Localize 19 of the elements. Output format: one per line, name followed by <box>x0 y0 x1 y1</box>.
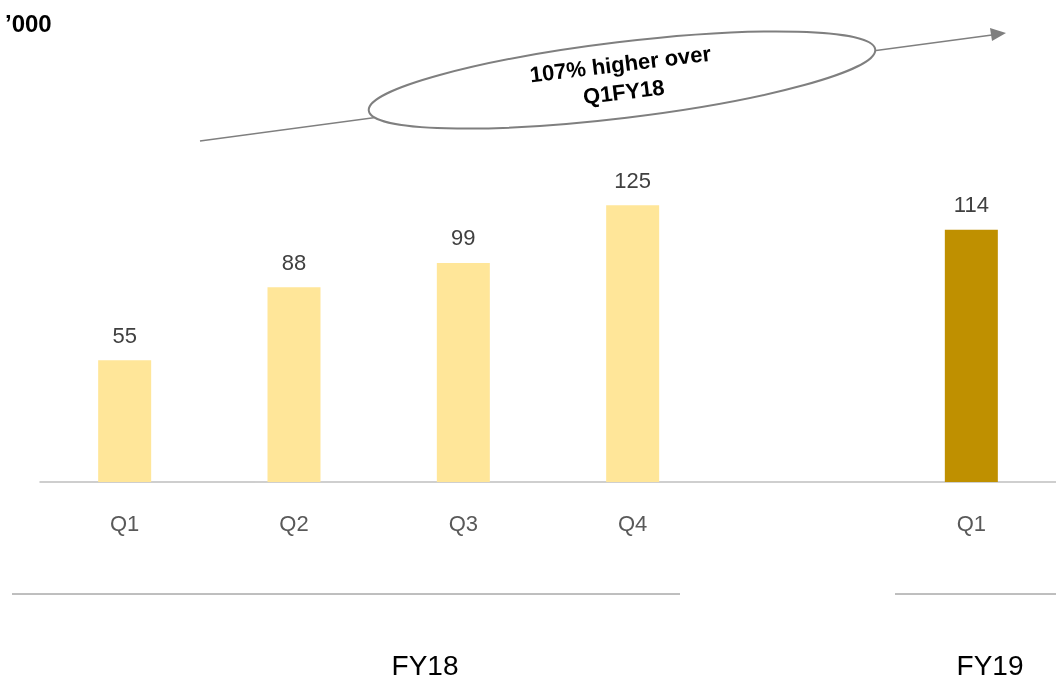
x-tick-label: Q1 <box>109 510 140 536</box>
x-tick-label: Q2 <box>279 510 309 536</box>
bar <box>436 262 490 482</box>
bar <box>98 360 152 482</box>
text: 107% higher over Q1FY18 <box>528 40 713 110</box>
data-label: 88 <box>281 249 307 275</box>
data-label: 125 <box>614 167 652 193</box>
x-tick-label: Q1 <box>956 510 987 536</box>
data-label: 55 <box>112 322 137 348</box>
bar <box>267 287 321 482</box>
text: FY18 <box>391 649 459 681</box>
x-tick-label: Q3 <box>448 510 479 536</box>
bar <box>944 229 998 482</box>
text: FY19 <box>956 649 1024 681</box>
bar <box>606 205 660 482</box>
data-label: 99 <box>451 225 476 251</box>
data-label: 114 <box>953 192 989 218</box>
chart-title: ’000 <box>5 9 52 37</box>
x-tick-label: Q4 <box>617 510 648 536</box>
